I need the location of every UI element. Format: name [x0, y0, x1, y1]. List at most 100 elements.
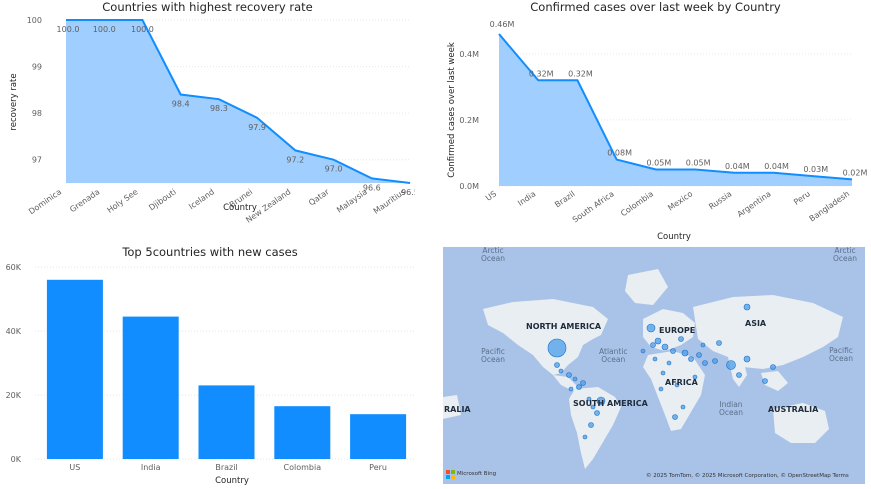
recovery-data-label: 97.9: [248, 123, 266, 132]
new-cases-bar: [274, 406, 331, 459]
recovery-rate-visual[interactable]: Countries with highest recovery rate 100…: [0, 0, 415, 225]
map-bubble: [700, 342, 706, 348]
confirmed-cases-visual[interactable]: Confirmed cases over last week by Countr…: [440, 0, 871, 245]
map-bubble: [681, 349, 689, 357]
recovery-x-tick: Malaysia: [335, 187, 369, 214]
continent-label-north-america: NORTH AMERICA: [526, 322, 602, 331]
recovery-data-label: 100.0: [57, 25, 80, 34]
ocean-label-arctic-2: Arctic Ocean: [833, 247, 857, 263]
map-bubble: [680, 404, 686, 410]
recovery-x-tick: Iceland: [187, 187, 216, 211]
map-bubble: [654, 337, 662, 345]
recovery-area: [66, 20, 410, 183]
new-cases-y-tick: 40K: [6, 327, 22, 336]
recovery-y-axis-title: recovery rate: [9, 73, 19, 130]
confirmed-y-tick: 0.0M: [459, 182, 479, 191]
map-bubble: [566, 372, 572, 378]
recovery-x-tick: Holy See: [105, 187, 139, 215]
map-bubble: [670, 348, 676, 354]
confirmed-x-tick: Peru: [792, 189, 812, 207]
map-bubble: [688, 356, 694, 362]
map-bubble: [696, 352, 702, 358]
recovery-data-label: 96.6: [363, 183, 381, 192]
map-bubble: [658, 386, 664, 392]
map-bubble: [652, 356, 658, 362]
map-bubble: [588, 422, 594, 428]
new-cases-x-tick: US: [69, 463, 80, 472]
map-bubble: [547, 338, 567, 358]
confirmed-x-tick: South Africa: [571, 189, 616, 224]
map-bubble: [576, 384, 582, 390]
confirmed-cases-chart[interactable]: 0.4M 0.2M 0.0M 0.46M US 0.32M India 0.32M Brazil…: [440, 0, 871, 245]
new-cases-bar: [122, 316, 179, 459]
map-bubble: [726, 360, 736, 370]
confirmed-data-label: 0.04M: [764, 162, 789, 171]
map-bubble: [736, 372, 742, 378]
map-bubble: [650, 342, 656, 348]
new-cases-x-tick: India: [141, 463, 161, 472]
ocean-label-atlantic: Atlantic Ocean: [599, 347, 628, 364]
map-bubble: [580, 380, 586, 386]
confirmed-data-label: 0.08M: [607, 149, 632, 158]
map-bubble: [582, 434, 588, 440]
world-map-visual[interactable]: Arctic Ocean Arctic Ocean Pacific Ocean Atl…: [443, 247, 865, 484]
map-bubble: [666, 360, 672, 366]
confirmed-x-tick: Colombia: [619, 189, 655, 218]
map-bubble: [568, 386, 574, 392]
new-cases-x-tick: Brazil: [215, 463, 237, 472]
confirmed-data-label: 0.04M: [725, 162, 750, 171]
new-cases-chart[interactable]: 60K 40K 20K 0K US India Brazil Colombia Peru Coun…: [0, 243, 420, 489]
continent-label-south-america: SOUTH AMERICA: [573, 399, 648, 408]
ocean-label-arctic-1: Arctic Ocean: [481, 247, 505, 263]
recovery-x-tick: Dominica: [27, 187, 63, 216]
confirmed-x-tick: Bangladesh: [808, 189, 852, 223]
recovery-rate-chart[interactable]: 100 99 98 97 100.0 Dominica 100.0 Grenada 100.0 H…: [0, 0, 415, 225]
microsoft-logo-icon: [446, 470, 455, 479]
map-bubble: [554, 362, 560, 368]
confirmed-x-tick: US: [484, 189, 498, 203]
map-bubble: [572, 376, 578, 382]
map-attribution[interactable]: © 2025 TomTom, © 2025 Microsoft Corporat…: [646, 473, 849, 479]
recovery-line: [66, 19, 411, 184]
ocean-label-indian: Indian Ocean: [719, 400, 743, 417]
new-cases-y-tick: 20K: [6, 391, 22, 400]
confirmed-x-tick: Brazil: [553, 189, 576, 209]
new-cases-y-tick: 60K: [6, 263, 22, 272]
map-bubble: [672, 414, 678, 420]
recovery-y-tick: 100: [27, 16, 42, 25]
confirmed-x-axis-title: Country: [657, 232, 691, 242]
map-bubble: [660, 370, 666, 376]
recovery-data-label: 98.3: [210, 104, 228, 113]
continent-label-asia: ASIA: [745, 319, 767, 328]
map-bubble: [702, 360, 708, 366]
ocean-label-pacific-2: Pacific Ocean: [829, 346, 853, 363]
recovery-data-label: 100.0: [131, 25, 154, 34]
confirmed-data-label: 0.32M: [529, 69, 554, 78]
confirmed-y-tick: 0.4M: [459, 50, 479, 59]
map-bubble: [712, 358, 718, 364]
map-bubble: [558, 368, 564, 374]
confirmed-data-label: 0.32M: [568, 69, 593, 78]
map-bubble: [770, 364, 776, 370]
map-logo-text: Microsoft Bing: [457, 471, 497, 477]
recovery-x-tick: Qatar: [307, 187, 331, 208]
map-bubble: [586, 396, 592, 402]
recovery-data-label: 100.0: [93, 25, 116, 34]
recovery-data-label: 97.2: [286, 155, 304, 164]
confirmed-y-tick: 0.2M: [459, 116, 479, 125]
map-bubble: [596, 396, 606, 406]
new-cases-chart-title: Top 5countries with new cases: [122, 245, 298, 259]
confirmed-y-axis-title: Confirmed cases over last week: [447, 42, 457, 178]
map-bubble: [743, 303, 751, 311]
confirmed-data-label: 0.46M: [490, 20, 515, 29]
recovery-chart-title: Countries with highest recovery rate: [102, 0, 313, 14]
new-cases-visual[interactable]: Top 5countries with new cases 60K 40K 20K 0…: [0, 243, 420, 489]
confirmed-data-label: 0.03M: [803, 165, 828, 174]
confirmed-x-tick: India: [516, 189, 537, 208]
confirmed-data-label: 0.05M: [686, 158, 711, 167]
new-cases-bar: [198, 385, 255, 459]
ocean-label-pacific-1: Pacific Ocean: [481, 347, 505, 364]
continent-label-africa: AFRICA: [665, 378, 698, 387]
new-cases-bar: [350, 414, 407, 459]
recovery-x-tick: Djibouti: [147, 187, 178, 212]
